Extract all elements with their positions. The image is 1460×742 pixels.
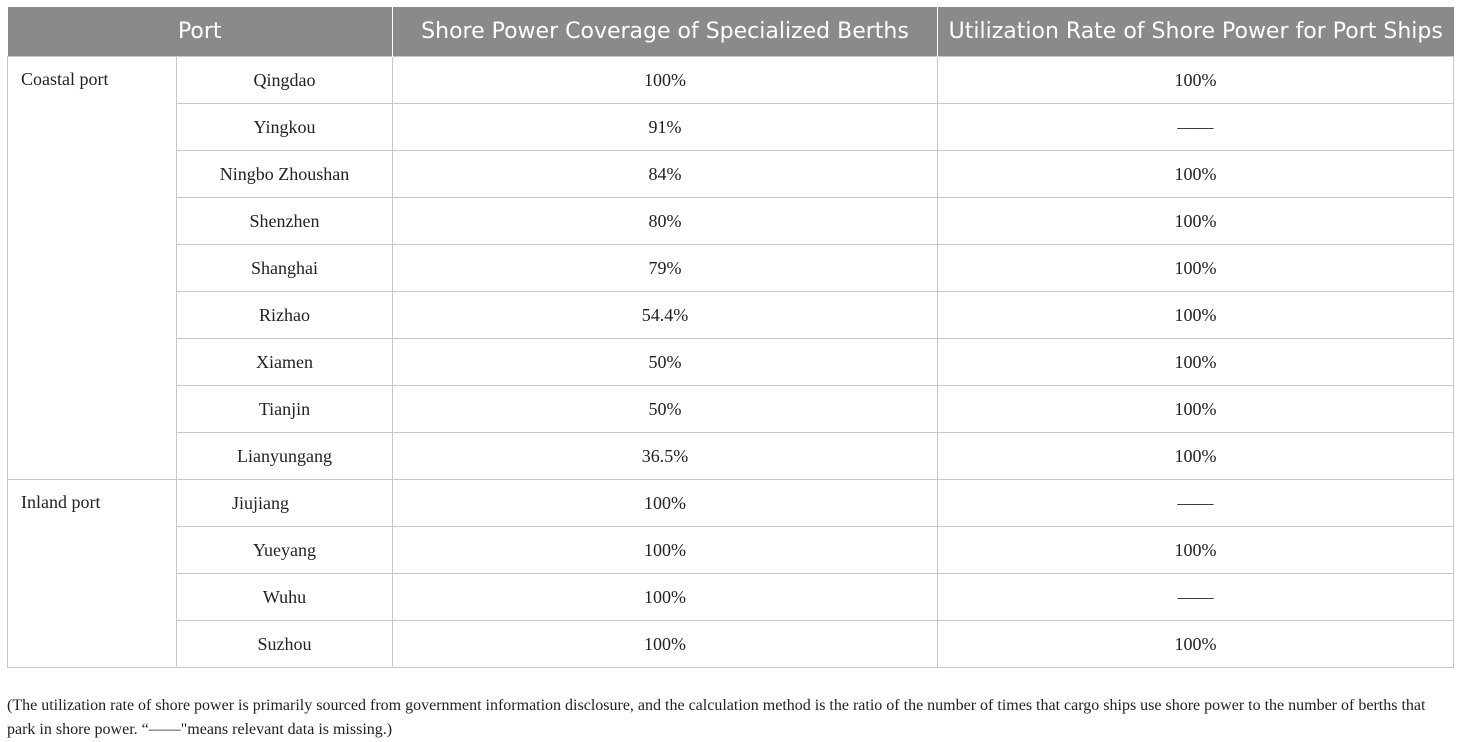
- utilization-value: ——: [937, 573, 1454, 621]
- table-row: Coastal port Qingdao 100% 100%: [7, 56, 1454, 480]
- coverage-value: 100%: [392, 573, 938, 621]
- header-row: Port Shore Power Coverage of Specialized…: [7, 7, 1454, 57]
- coverage-value: 100%: [392, 479, 938, 527]
- coverage-value: 100%: [392, 56, 938, 104]
- table-row: Xiamen 50% 100%: [8, 338, 1454, 386]
- port-name: Yingkou: [176, 103, 393, 151]
- port-name: Suzhou: [176, 620, 393, 668]
- port-name: Qingdao: [176, 56, 393, 104]
- table-footnote: (The utilization rate of shore power is …: [7, 697, 1426, 738]
- coverage-value: 50%: [392, 338, 938, 386]
- port-name: Wuhu: [176, 573, 393, 621]
- port-name: Shanghai: [176, 244, 393, 292]
- utilization-value: 100%: [937, 56, 1454, 104]
- utilization-value: 100%: [937, 244, 1454, 292]
- table-row: Inland port Jiujiang 100% ——: [7, 479, 1454, 668]
- group-label-coastal: Coastal port: [7, 56, 177, 480]
- table-row: Rizhao 54.4% 100%: [8, 291, 1454, 339]
- utilization-value: 100%: [937, 620, 1454, 668]
- port-name: Yueyang: [176, 526, 393, 574]
- utilization-value: 100%: [937, 432, 1454, 480]
- coverage-value: 54.4%: [392, 291, 938, 339]
- port-name: Tianjin: [176, 385, 393, 433]
- port-name: Xiamen: [176, 338, 393, 386]
- table-row: Tianjin 50% 100%: [8, 385, 1454, 433]
- utilization-value: 100%: [937, 385, 1454, 433]
- header-port: Port: [7, 7, 393, 57]
- group-label-inland: Inland port: [7, 479, 177, 668]
- coverage-value: 80%: [392, 197, 938, 245]
- coverage-value: 100%: [392, 620, 938, 668]
- coverage-value: 79%: [392, 244, 938, 292]
- port-name: Ningbo Zhoushan: [176, 150, 393, 198]
- utilization-value: 100%: [937, 197, 1454, 245]
- coverage-value: 84%: [392, 150, 938, 198]
- header-coverage: Shore Power Coverage of Specialized Bert…: [392, 7, 938, 57]
- table-row: Lianyungang 36.5% 100%: [8, 432, 1454, 480]
- shore-power-table-container: Port Shore Power Coverage of Specialized…: [7, 7, 1454, 668]
- table-row: Yueyang 100% 100%: [8, 526, 1454, 574]
- utilization-value: 100%: [937, 291, 1454, 339]
- coverage-value: 91%: [392, 103, 938, 151]
- port-name: Rizhao: [176, 291, 393, 339]
- utilization-value: 100%: [937, 150, 1454, 198]
- utilization-value: 100%: [937, 338, 1454, 386]
- table-row: Shanghai 79% 100%: [8, 244, 1454, 292]
- table-row: Yingkou 91% ——: [8, 103, 1454, 151]
- table-row: Shenzhen 80% 100%: [8, 197, 1454, 245]
- table-body: Coastal port Qingdao 100% 100% Yingkou 9…: [7, 56, 1454, 668]
- utilization-value: ——: [937, 103, 1454, 151]
- coverage-value: 36.5%: [392, 432, 938, 480]
- table-header: Port Shore Power Coverage of Specialized…: [7, 7, 1454, 57]
- shore-power-table: Port Shore Power Coverage of Specialized…: [7, 7, 1454, 668]
- utilization-value: ——: [937, 479, 1454, 527]
- port-name: Shenzhen: [176, 197, 393, 245]
- header-utilization: Utilization Rate of Shore Power for Port…: [937, 7, 1454, 57]
- utilization-value: 100%: [937, 526, 1454, 574]
- coverage-value: 50%: [392, 385, 938, 433]
- port-name: Lianyungang: [176, 432, 393, 480]
- port-name: Jiujiang: [176, 479, 393, 527]
- table-row: Wuhu 100% ——: [8, 573, 1454, 621]
- coverage-value: 100%: [392, 526, 938, 574]
- table-row: Ningbo Zhoushan 84% 100%: [8, 150, 1454, 198]
- table-row: Suzhou 100% 100%: [8, 620, 1454, 668]
